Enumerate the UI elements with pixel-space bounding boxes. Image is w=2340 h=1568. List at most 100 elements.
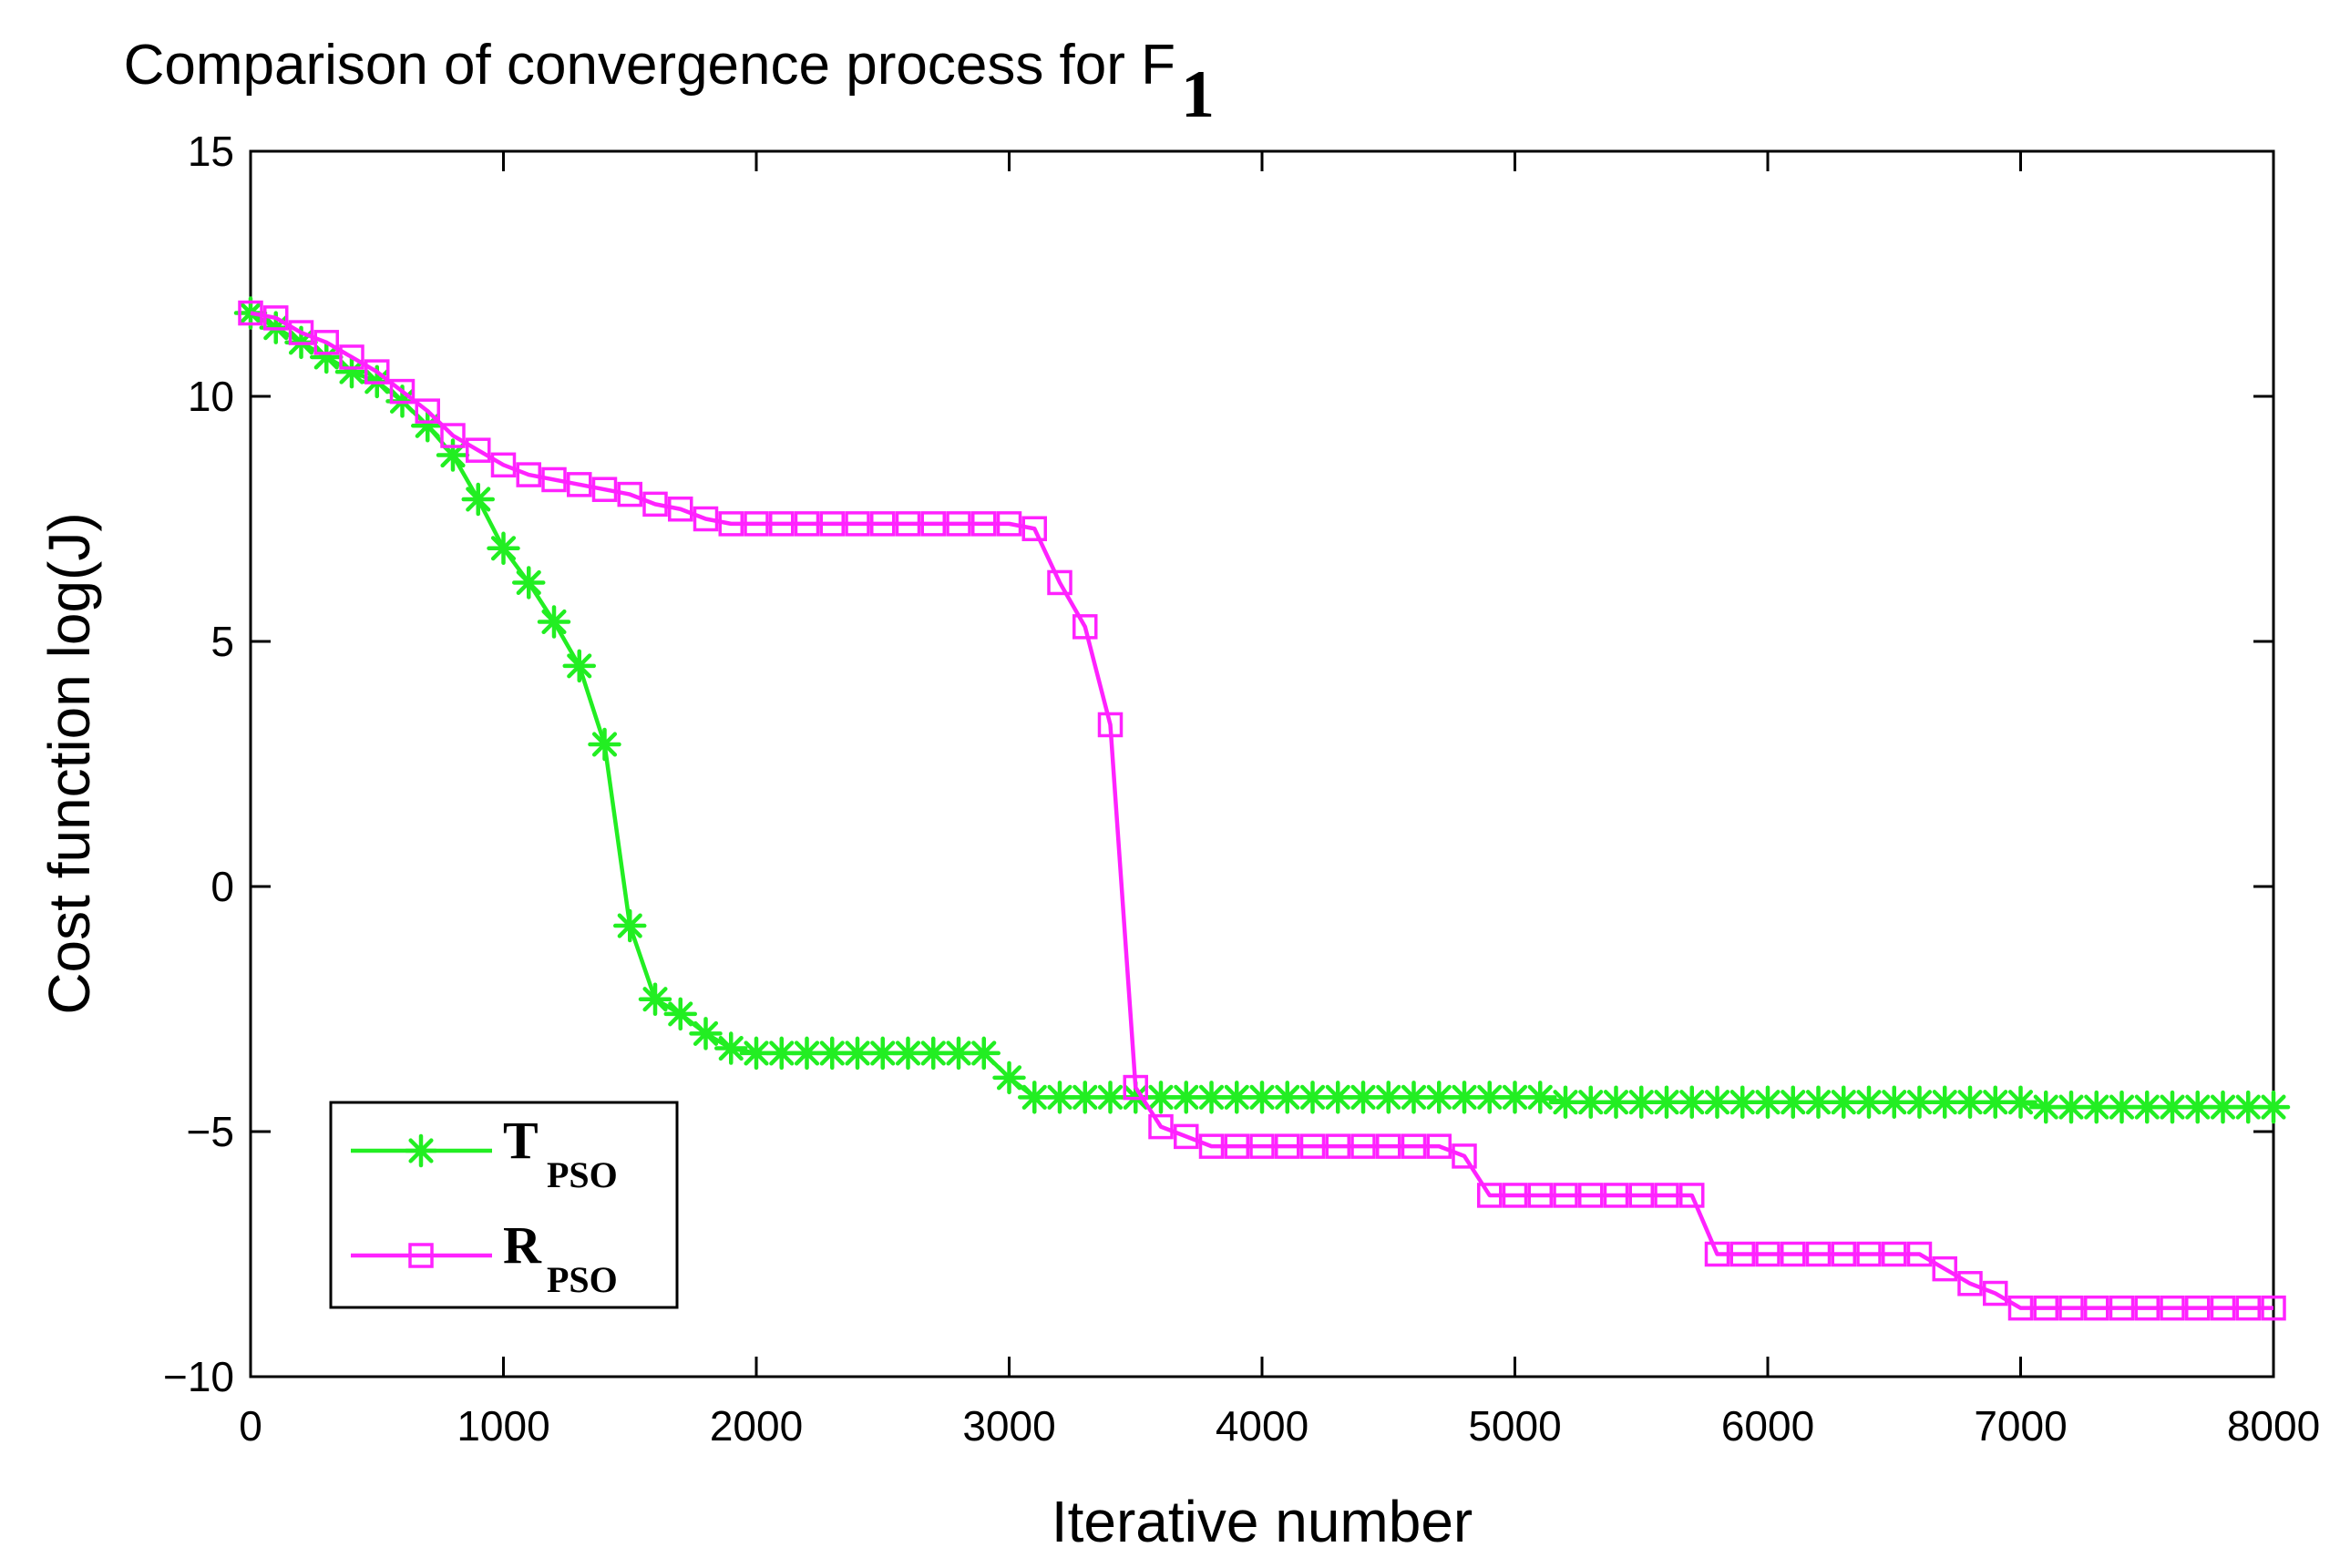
y-tick-label: 10 [188,373,234,420]
data-point [313,330,339,355]
data-point [1729,1241,1755,1267]
data-point [1527,1183,1553,1208]
data-point [1603,1183,1629,1208]
series-line [250,311,2273,1310]
data-point [1805,1241,1832,1267]
data-point [2109,1295,2135,1321]
data-point [288,320,314,345]
data-point [946,511,971,537]
data-point [1174,1123,1199,1150]
data-point [334,354,369,389]
data-point [1957,1271,1983,1296]
data-point [2105,1090,2139,1124]
data-point [1148,1113,1174,1140]
data-point [613,908,647,943]
data-point [415,398,440,424]
legend-box [329,1101,679,1309]
data-point [1831,1241,1856,1267]
data-point [2004,1085,2037,1119]
data-point [1350,1133,1376,1159]
data-point [714,1031,748,1065]
data-point [1654,1183,1679,1208]
data-point [516,462,541,487]
data-point [263,305,289,331]
data-point [1123,1074,1148,1101]
data-point [1903,1085,1936,1119]
data-point [1401,1133,1427,1159]
data-point [490,452,517,478]
data-point [2185,1295,2211,1321]
data-point [1700,1085,1734,1119]
data-point [1781,1241,1806,1267]
data-point [1097,712,1124,738]
data-point [567,472,592,497]
data-point [339,344,364,370]
data-point [461,482,495,517]
data-point [1498,1081,1532,1114]
data-point [1704,1241,1730,1267]
data-point [1578,1183,1604,1208]
x-tick-label: 1000 [457,1402,549,1450]
data-point [1553,1183,1578,1208]
data-point [1649,1085,1684,1119]
data-point [668,496,693,522]
legend-swatch-marker [408,1243,434,1268]
data-point [1325,1133,1350,1159]
data-point [1224,1133,1249,1159]
data-point [238,300,263,326]
data-point [996,511,1022,537]
data-point [689,1017,723,1050]
data-point [1072,614,1098,640]
data-point [1628,1183,1654,1208]
x-axis-label: Iterative number [1052,1489,1473,1554]
data-point [2033,1295,2058,1321]
data-point [744,511,769,537]
data-point [638,982,672,1016]
data-point [1524,1081,1557,1114]
data-point [1906,1241,1933,1267]
data-point [1932,1255,1957,1282]
x-tick-label: 4000 [1216,1402,1309,1450]
data-point [2084,1295,2109,1321]
data-point [537,605,571,639]
data-point [541,466,567,493]
x-axis: 0 1000 2000 3000 4000 5000 6000 7000 8000 [239,151,2320,1450]
x-tick-label: 7000 [1974,1402,2067,1450]
data-point [1477,1183,1503,1208]
data-point [693,506,719,532]
x-tick-label: 8000 [2227,1402,2320,1450]
data-point [364,359,390,384]
data-point [2235,1295,2261,1321]
data-point [1452,1143,1477,1169]
x-tick-label: 5000 [1468,1402,1561,1450]
data-point [1198,1133,1225,1159]
x-tick-label: 6000 [1721,1402,1814,1450]
data-point [1376,1133,1401,1159]
data-point [1882,1241,1907,1267]
data-point [2134,1295,2160,1321]
y-tick-label: 15 [188,128,234,175]
data-point [2210,1295,2236,1321]
legend-label: R [503,1215,542,1275]
data-point [1856,1241,1882,1267]
data-point [2007,1295,2034,1321]
data-point [588,727,621,762]
chart-title: Comparison of convergence process for F [124,34,1175,97]
data-point [389,378,416,405]
y-tick-label: −5 [187,1108,234,1155]
legend-swatch-marker [404,1133,438,1168]
y-tick-label: 5 [210,618,234,665]
data-point [2130,1090,2164,1124]
data-point [487,531,520,566]
y-tick-label: −10 [163,1353,234,1400]
data-point [440,423,466,448]
data-point [591,477,618,502]
data-point [1371,1081,1405,1114]
legend-label-subscript: PSO [547,1154,618,1195]
data-point [310,340,344,374]
series-r-pso [238,300,2286,1321]
